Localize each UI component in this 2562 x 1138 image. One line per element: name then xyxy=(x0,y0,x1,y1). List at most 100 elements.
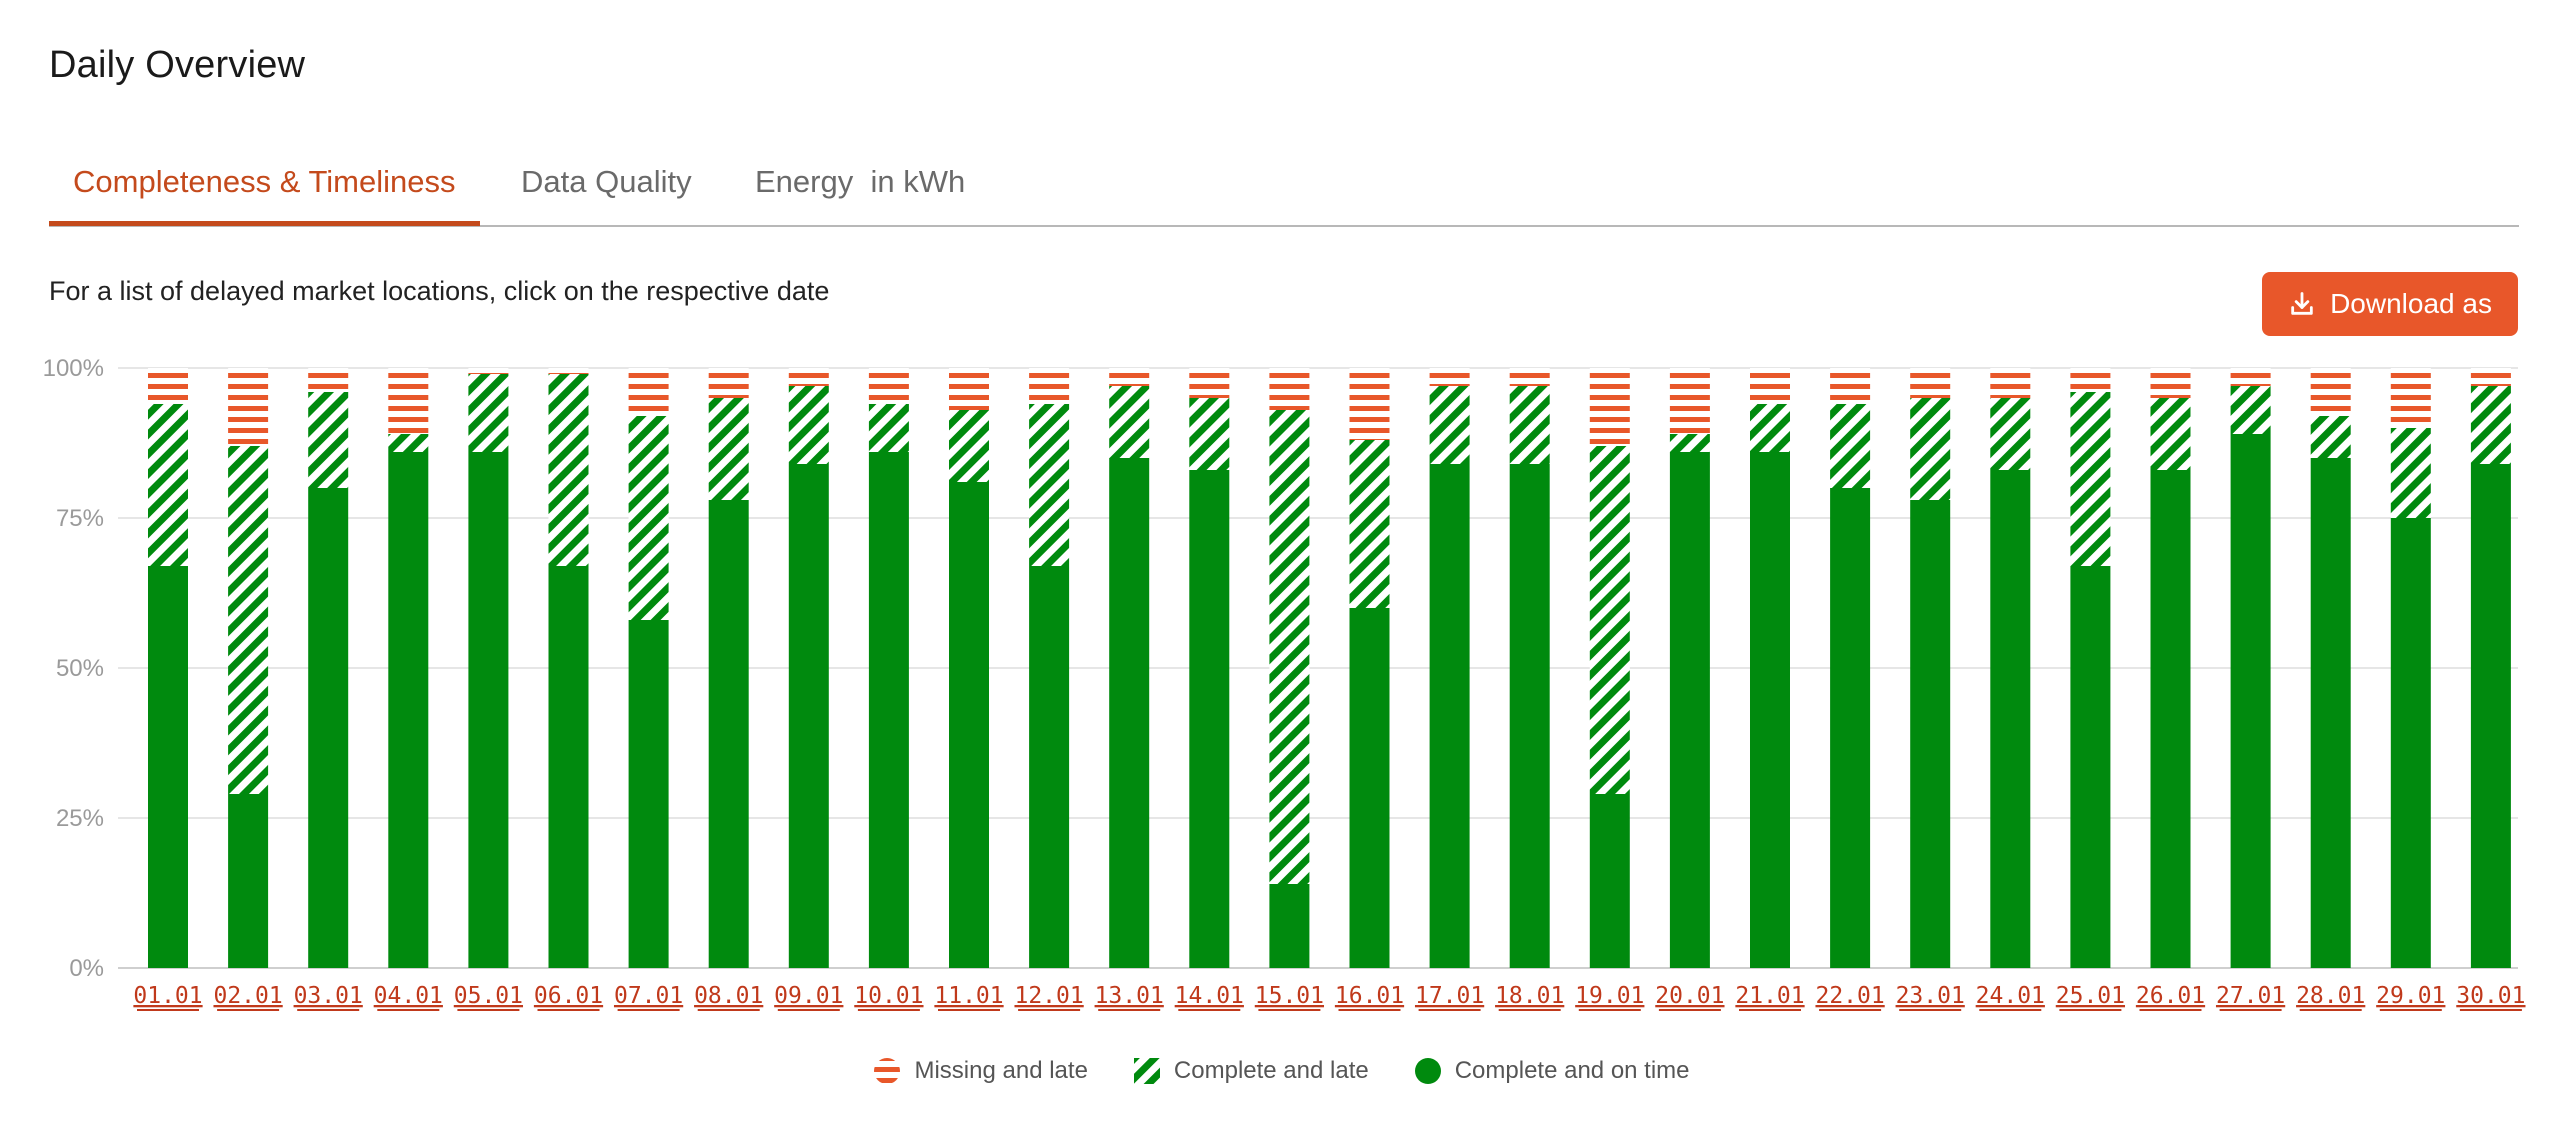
bar-segment-complete-on-time[interactable] xyxy=(708,500,749,968)
bar-segment-complete-on-time[interactable] xyxy=(2390,518,2431,968)
bar-segment-missing-late[interactable] xyxy=(708,368,749,398)
bar-segment-missing-late[interactable] xyxy=(1990,368,2031,398)
bar-segment-complete-on-time[interactable] xyxy=(1830,488,1871,968)
bar-segment-complete-on-time[interactable] xyxy=(2470,464,2511,968)
x-tick-date-link[interactable]: 27.01 xyxy=(2216,983,2285,1009)
tab-data-quality[interactable]: Data Quality xyxy=(521,164,692,199)
bar-28.01[interactable] xyxy=(2310,368,2351,968)
x-tick-date-link[interactable]: 19.01 xyxy=(1575,983,1644,1009)
x-tick-date-link[interactable]: 20.01 xyxy=(1655,983,1724,1009)
bar-segment-complete-on-time[interactable] xyxy=(308,488,349,968)
x-tick-date-link[interactable]: 03.01 xyxy=(294,983,363,1009)
bar-segment-complete-on-time[interactable] xyxy=(1269,884,1310,968)
bar-16.01[interactable] xyxy=(1349,368,1390,968)
bar-segment-missing-late[interactable] xyxy=(468,368,509,374)
bar-segment-missing-late[interactable] xyxy=(2310,368,2351,416)
bar-segment-complete-late[interactable] xyxy=(1910,398,1951,500)
bar-segment-complete-late[interactable] xyxy=(1589,446,1630,794)
bar-segment-complete-late[interactable] xyxy=(1429,386,1470,464)
bar-segment-complete-late[interactable] xyxy=(2390,428,2431,518)
bar-segment-complete-late[interactable] xyxy=(1830,404,1871,488)
bar-segment-complete-on-time[interactable] xyxy=(548,566,589,968)
bar-segment-complete-late[interactable] xyxy=(708,398,749,500)
bar-22.01[interactable] xyxy=(1830,368,1871,968)
bar-08.01[interactable] xyxy=(708,368,749,968)
bar-segment-missing-late[interactable] xyxy=(1269,368,1310,410)
bar-segment-complete-on-time[interactable] xyxy=(868,452,909,968)
bar-21.01[interactable] xyxy=(1750,368,1790,968)
x-tick-date-link[interactable]: 26.01 xyxy=(2136,983,2205,1009)
bar-segment-complete-late[interactable] xyxy=(1669,434,1710,452)
bar-04.01[interactable] xyxy=(388,368,429,968)
bar-segment-missing-late[interactable] xyxy=(2150,368,2191,398)
bar-segment-missing-late[interactable] xyxy=(1910,368,1951,398)
bar-segment-missing-late[interactable] xyxy=(628,368,669,416)
bar-segment-missing-late[interactable] xyxy=(388,368,429,434)
bar-segment-missing-late[interactable] xyxy=(1750,368,1790,404)
bar-segment-missing-late[interactable] xyxy=(2390,368,2431,428)
bar-segment-complete-late[interactable] xyxy=(1269,410,1310,884)
x-tick-date-link[interactable]: 07.01 xyxy=(614,983,683,1009)
bar-02.01[interactable] xyxy=(228,368,269,968)
bar-segment-missing-late[interactable] xyxy=(228,368,269,446)
bar-segment-complete-on-time[interactable] xyxy=(468,452,509,968)
x-tick-date-link[interactable]: 10.01 xyxy=(854,983,923,1009)
bar-segment-complete-late[interactable] xyxy=(308,392,349,488)
bar-29.01[interactable] xyxy=(2390,368,2431,968)
x-tick-date-link[interactable]: 08.01 xyxy=(694,983,763,1009)
bar-segment-missing-late[interactable] xyxy=(148,368,188,404)
bar-segment-complete-on-time[interactable] xyxy=(1669,452,1710,968)
x-tick-date-link[interactable]: 29.01 xyxy=(2376,983,2445,1009)
bar-03.01[interactable] xyxy=(308,368,349,968)
x-tick-date-link[interactable]: 25.01 xyxy=(2056,983,2125,1009)
bar-10.01[interactable] xyxy=(868,368,909,968)
bar-segment-complete-late[interactable] xyxy=(548,374,589,566)
x-tick-date-link[interactable]: 18.01 xyxy=(1495,983,1564,1009)
bar-segment-complete-on-time[interactable] xyxy=(2150,470,2191,968)
bar-segment-missing-late[interactable] xyxy=(949,368,989,410)
bar-segment-missing-late[interactable] xyxy=(868,368,909,404)
bar-24.01[interactable] xyxy=(1990,368,2031,968)
x-tick-date-link[interactable]: 24.01 xyxy=(1976,983,2045,1009)
bar-segment-complete-late[interactable] xyxy=(788,386,829,464)
bar-11.01[interactable] xyxy=(949,368,989,968)
x-tick-date-link[interactable]: 09.01 xyxy=(774,983,843,1009)
bar-06.01[interactable] xyxy=(548,368,589,968)
bar-segment-complete-late[interactable] xyxy=(228,446,269,794)
legend-item-complete-on-time[interactable]: Complete and on time xyxy=(1413,1056,1690,1086)
bar-segment-complete-on-time[interactable] xyxy=(1109,458,1150,968)
bar-segment-complete-on-time[interactable] xyxy=(1509,464,1550,968)
bar-segment-complete-on-time[interactable] xyxy=(1990,470,2031,968)
legend-item-complete-late[interactable]: Complete and late xyxy=(1132,1056,1369,1086)
x-tick-date-link[interactable]: 11.01 xyxy=(934,983,1003,1009)
bar-segment-missing-late[interactable] xyxy=(1830,368,1871,404)
x-tick-date-link[interactable]: 23.01 xyxy=(1896,983,1965,1009)
bar-27.01[interactable] xyxy=(2230,368,2271,968)
bar-20.01[interactable] xyxy=(1669,368,1710,968)
bar-segment-missing-late[interactable] xyxy=(1029,368,1070,404)
x-tick-date-link[interactable]: 13.01 xyxy=(1095,983,1164,1009)
bar-segment-complete-on-time[interactable] xyxy=(148,566,188,968)
bar-segment-complete-on-time[interactable] xyxy=(388,452,429,968)
bar-segment-complete-on-time[interactable] xyxy=(1750,452,1790,968)
bar-segment-missing-late[interactable] xyxy=(1189,368,1230,398)
bar-segment-missing-late[interactable] xyxy=(1109,368,1150,386)
bar-segment-complete-on-time[interactable] xyxy=(1349,608,1390,968)
bar-segment-complete-late[interactable] xyxy=(388,434,429,452)
tab-completeness-timeliness[interactable]: Completeness & Timeliness xyxy=(49,164,480,226)
x-tick-date-link[interactable]: 17.01 xyxy=(1415,983,1484,1009)
bar-segment-complete-late[interactable] xyxy=(628,416,669,620)
bar-segment-missing-late[interactable] xyxy=(2230,368,2271,386)
bar-segment-missing-late[interactable] xyxy=(2470,368,2511,386)
bar-18.01[interactable] xyxy=(1509,368,1550,968)
bar-segment-complete-on-time[interactable] xyxy=(1910,500,1951,968)
x-tick-date-link[interactable]: 22.01 xyxy=(1815,983,1884,1009)
bar-segment-missing-late[interactable] xyxy=(1669,368,1710,434)
bar-segment-complete-late[interactable] xyxy=(1029,404,1070,566)
bar-segment-complete-on-time[interactable] xyxy=(2310,458,2351,968)
bar-segment-complete-late[interactable] xyxy=(2470,386,2511,464)
x-tick-date-link[interactable]: 02.01 xyxy=(213,983,282,1009)
bar-segment-complete-on-time[interactable] xyxy=(788,464,829,968)
bar-segment-complete-on-time[interactable] xyxy=(628,620,669,968)
bar-12.01[interactable] xyxy=(1029,368,1070,968)
